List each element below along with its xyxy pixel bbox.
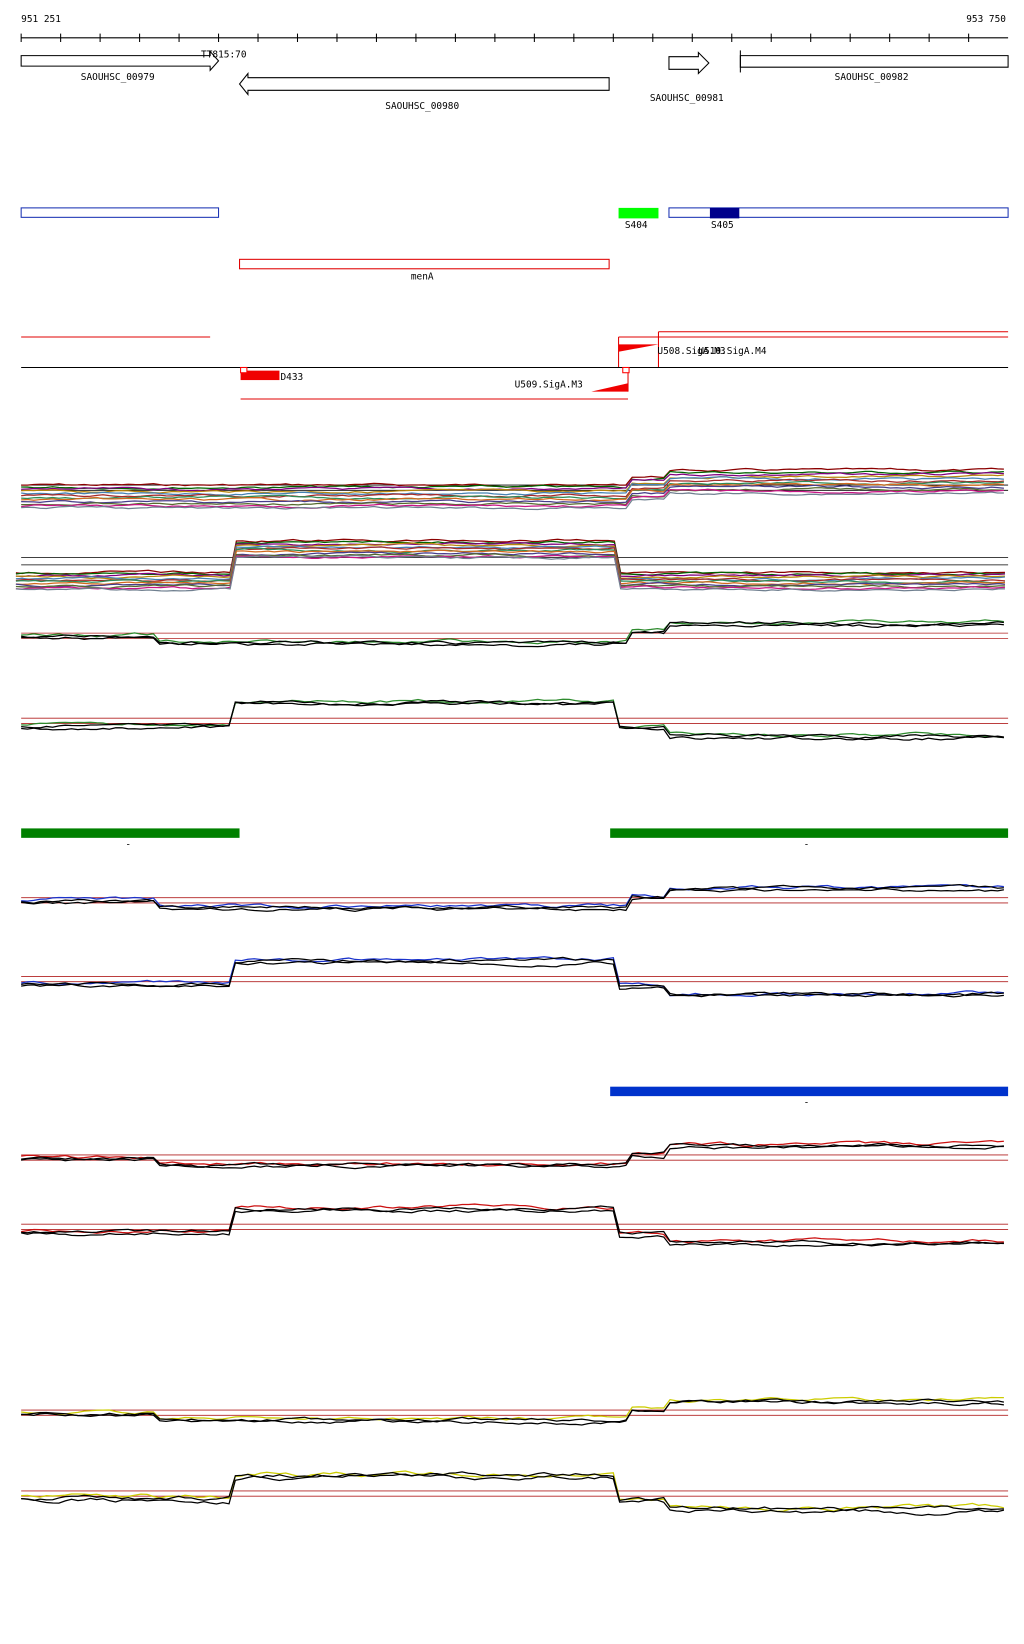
track-curve	[21, 1143, 1004, 1170]
region-box	[668, 207, 1009, 218]
ruler-start: 951 251	[21, 14, 61, 25]
gene-label: SAOUHSC_00982	[835, 72, 909, 83]
feature-block	[240, 370, 280, 381]
track-curve	[21, 487, 1004, 506]
track-curve	[15, 554, 1005, 592]
gene-label: SAOUHSC_00980	[385, 101, 459, 112]
track-curve	[21, 1203, 1004, 1244]
gene-arrow	[668, 51, 710, 75]
annotation-lines	[21, 331, 1009, 400]
track-curve	[21, 491, 1004, 511]
promoter-wedge	[618, 344, 659, 352]
track-curve	[15, 547, 1006, 584]
track-curve	[21, 623, 1004, 648]
track-curve	[21, 701, 1004, 741]
track-curve	[21, 884, 1004, 910]
ruler: 951 251 953 750	[20, 14, 1009, 42]
track-bar	[610, 1086, 1009, 1097]
feature-label: U509.SigA.M3	[515, 379, 583, 390]
terminator-label: TT815:70	[201, 50, 247, 61]
track-bar	[610, 828, 1009, 838]
menA-box	[239, 258, 610, 270]
gene-box	[739, 55, 1009, 68]
track-curve	[21, 1398, 1004, 1426]
track-curve	[15, 553, 1005, 589]
track-curve	[21, 472, 1004, 492]
track-curve	[21, 887, 1005, 912]
feature-label: D433	[280, 372, 303, 383]
track-curve	[21, 1207, 1004, 1248]
track-curve	[21, 1472, 1005, 1517]
region-box	[20, 207, 220, 218]
track-curve	[21, 488, 1004, 509]
promoter-wedge	[591, 383, 629, 392]
track-curve	[21, 1471, 1004, 1512]
track-curve	[15, 542, 1005, 580]
track-curve	[21, 699, 1004, 740]
gene-label: SAOUHSC_00981	[650, 93, 724, 104]
track-label: -	[125, 839, 131, 850]
track-curve	[21, 960, 1004, 998]
genes	[20, 50, 1009, 96]
track-curve	[21, 1140, 1004, 1167]
feature-label: U510.SigA.M4	[698, 346, 767, 357]
gene-arrow	[238, 71, 610, 96]
ruler-end: 953 750	[966, 14, 1006, 25]
track-curve	[15, 541, 1005, 578]
feature-tick	[622, 366, 630, 374]
gene-arrow	[20, 50, 220, 72]
track-curve	[21, 474, 1004, 494]
track-curve	[15, 546, 1005, 583]
track-curve	[21, 698, 1004, 739]
track-curve	[21, 956, 1004, 998]
feature-box	[618, 207, 659, 219]
gene-label: SAOUHSC_00979	[81, 72, 155, 83]
feature-box	[709, 207, 740, 219]
feature-label: menA	[411, 271, 434, 282]
feature-label: S405	[711, 220, 734, 231]
track-label: -	[804, 1098, 810, 1109]
track-curve	[21, 1205, 1004, 1246]
track-curve	[15, 540, 1005, 577]
track-curve	[21, 484, 1004, 504]
track-curve	[21, 884, 1004, 910]
track-label: -	[804, 839, 810, 850]
feature-tick	[240, 366, 248, 374]
feature-label: S404	[625, 220, 648, 231]
feature-label: U508.SigA.M3	[657, 346, 725, 357]
track-curve	[21, 482, 1004, 502]
expression-tracks	[15, 467, 1009, 1517]
track-curve	[21, 1142, 1004, 1168]
track-bar	[21, 828, 240, 838]
track-curve	[15, 551, 1006, 588]
track-curve	[21, 620, 1004, 646]
